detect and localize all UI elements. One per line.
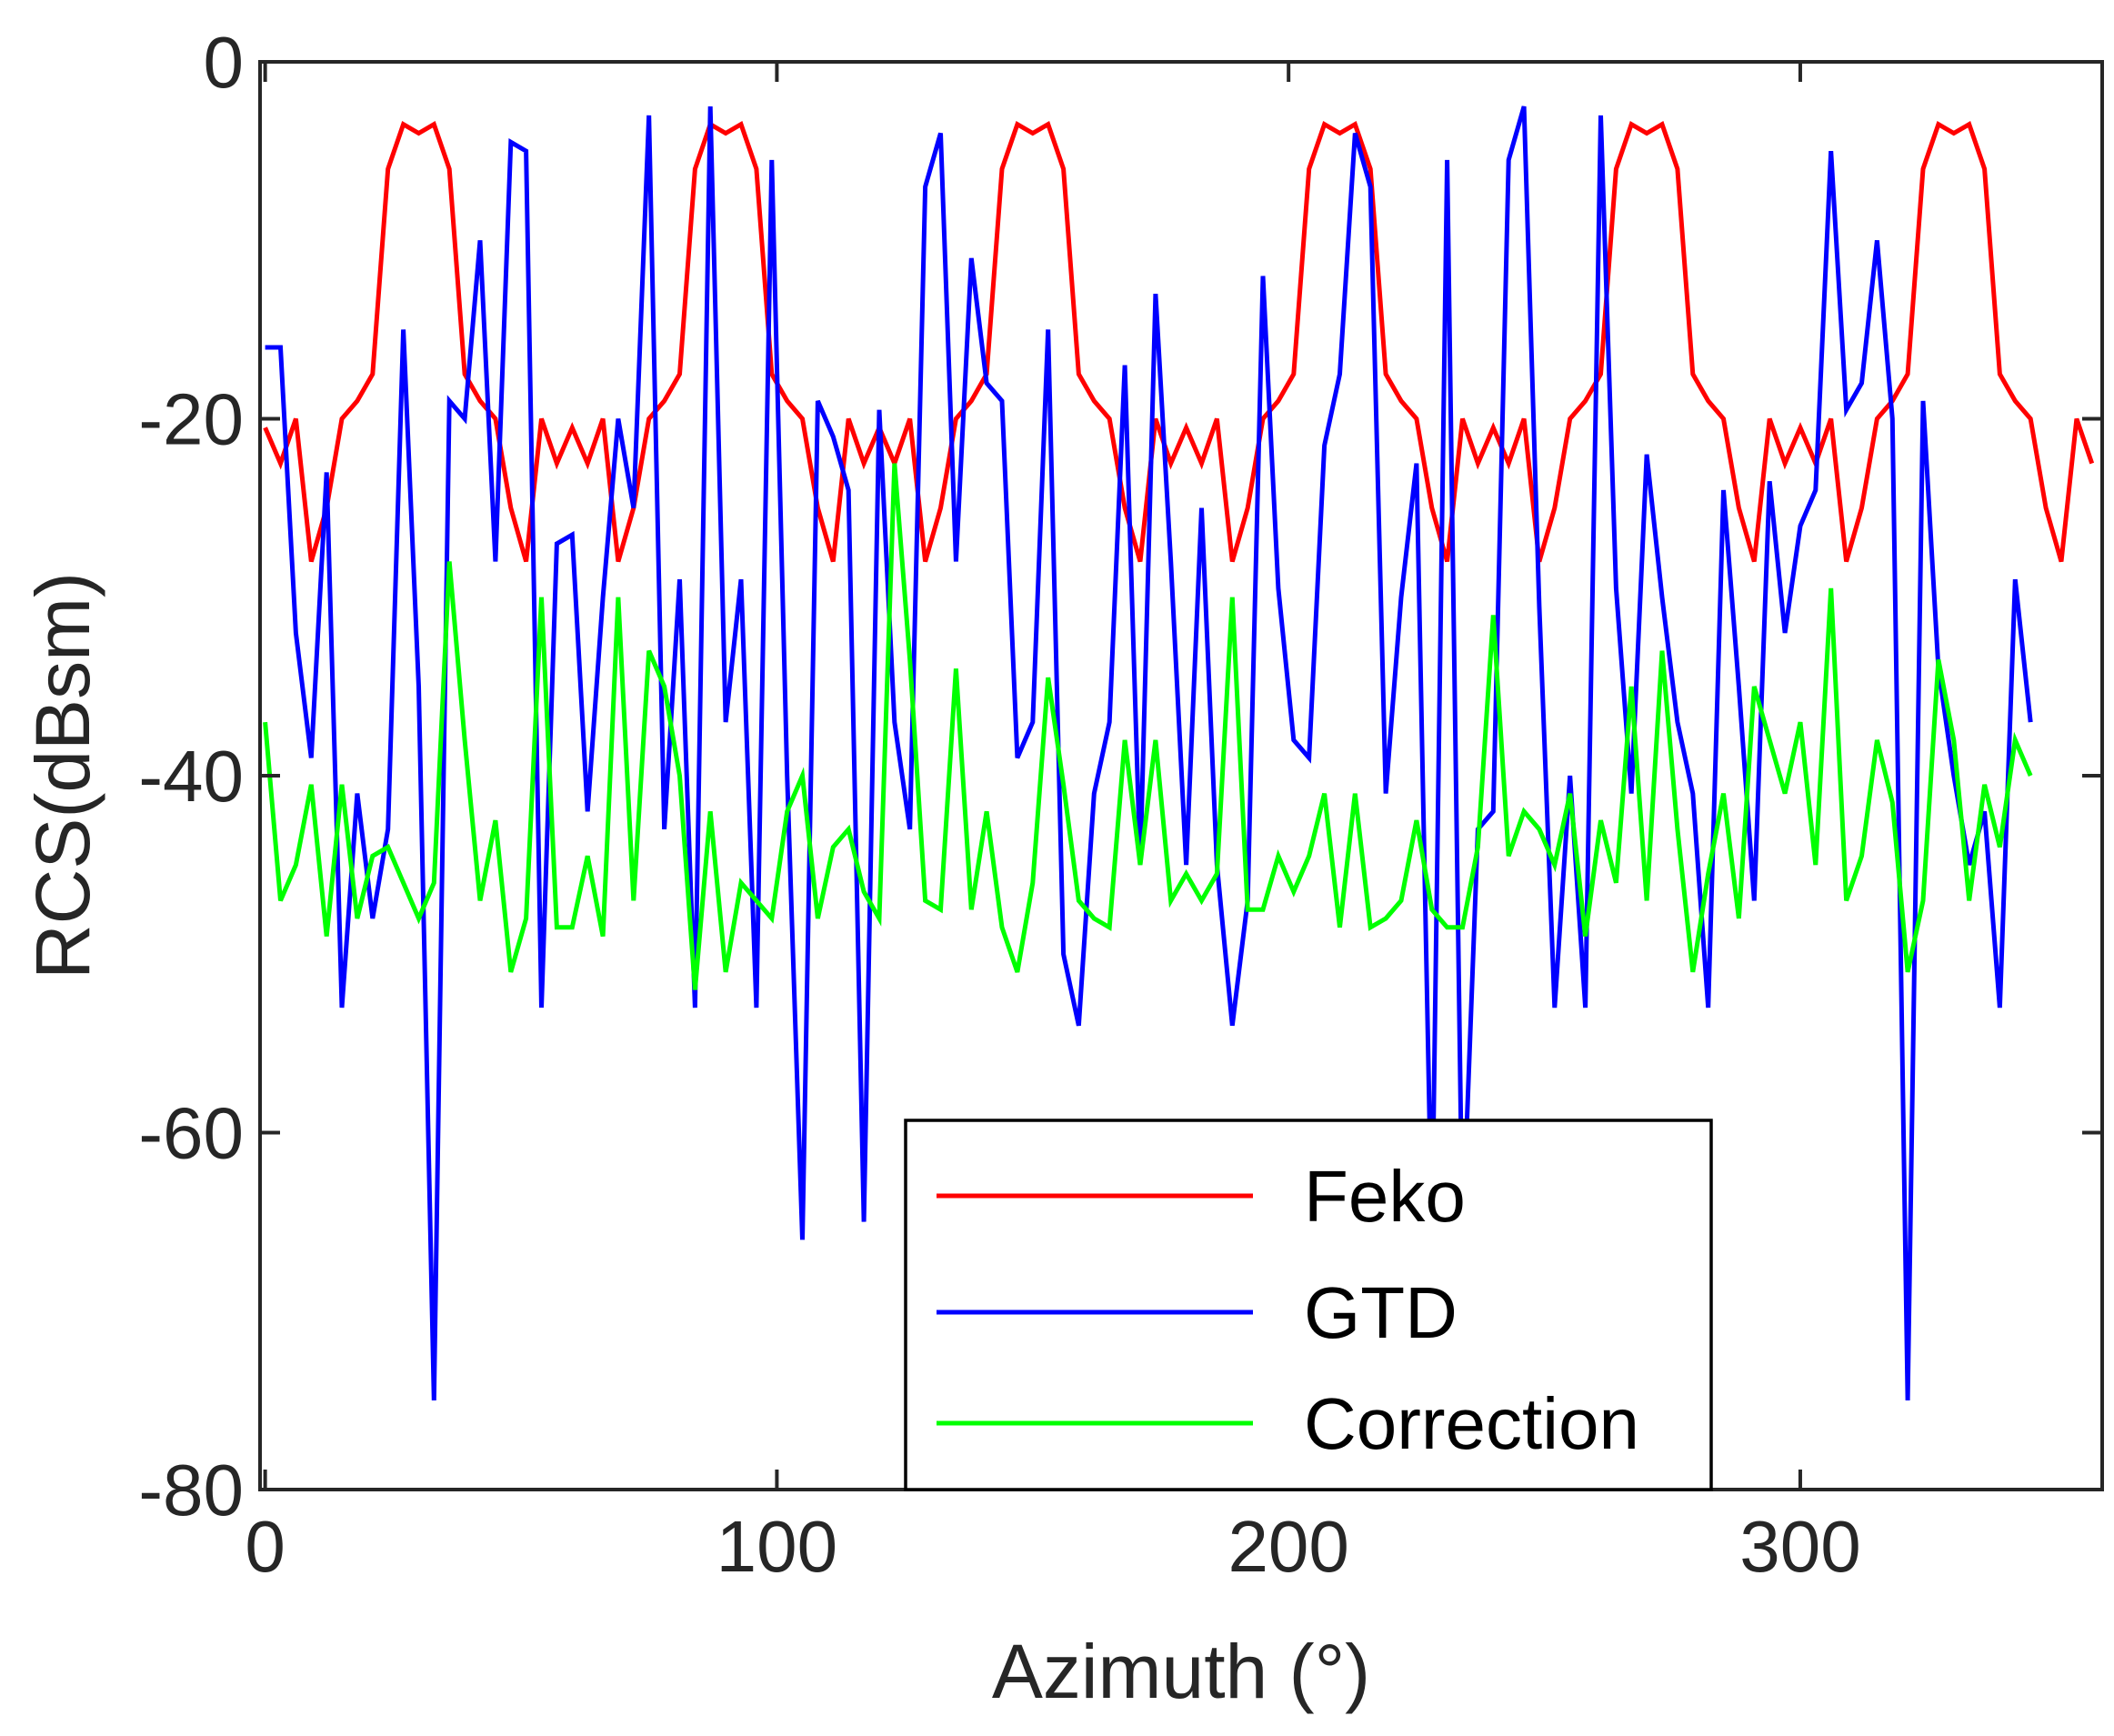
series-line-gtd: [265, 105, 2033, 1400]
series-line-feko: [263, 121, 2095, 563]
y-tick-label: -20: [138, 379, 244, 460]
series-layer: [263, 105, 2095, 1400]
y-tick-label: 0: [204, 22, 245, 103]
series-line-correction: [263, 463, 2033, 990]
x-axis-title: Azimuth (°): [992, 1629, 1370, 1714]
x-tick-label: 200: [1227, 1506, 1348, 1587]
y-tick-label: -80: [138, 1450, 244, 1530]
legend-label-gtd: GTD: [1304, 1272, 1458, 1353]
legend-label-feko: Feko: [1304, 1156, 1466, 1237]
x-tick-label: 300: [1739, 1506, 1860, 1587]
x-tick-label: 0: [245, 1506, 286, 1587]
y-tick-label: -40: [138, 736, 244, 817]
x-tick-label: 100: [716, 1506, 837, 1587]
legend-label-correction: Correction: [1304, 1383, 1639, 1464]
axes-layer: 0 100 200 300 -80 -60 -40 -20 0: [138, 22, 2102, 1587]
legend-box: [904, 1119, 1713, 1491]
y-tick-label: -60: [138, 1093, 244, 1174]
legend: Feko GTD Correction: [904, 1119, 1713, 1491]
y-axis-title: RCS(dBsm): [20, 572, 105, 979]
